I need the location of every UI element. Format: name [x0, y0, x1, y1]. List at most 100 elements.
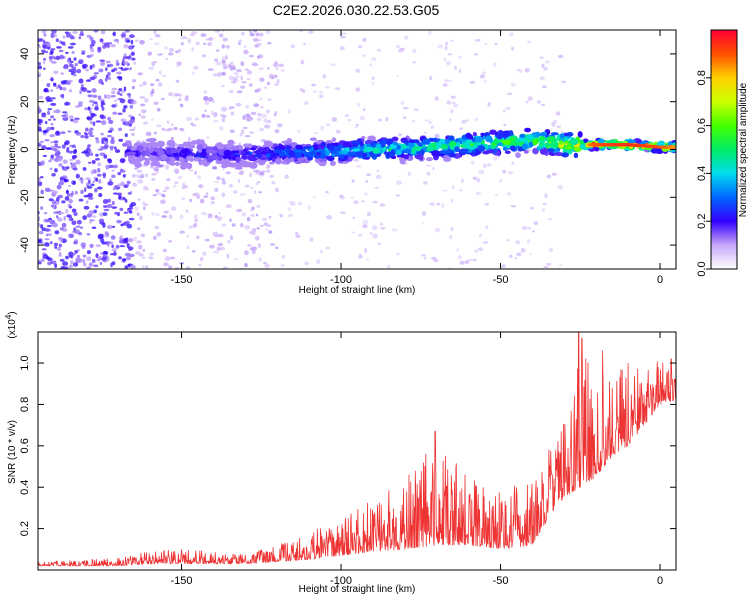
ridge-blob: [573, 152, 579, 159]
noise-blob: [218, 211, 222, 215]
noise-blob: [168, 52, 174, 56]
ridge-blob: [509, 137, 516, 142]
noise-blob: [252, 169, 257, 173]
noise-blob: [51, 173, 56, 177]
noise-blob: [258, 257, 262, 262]
noise-blob: [238, 41, 241, 46]
noise-blob: [56, 145, 62, 149]
noise-blob: [268, 215, 272, 219]
noise-blob: [148, 256, 154, 260]
noise-blob: [173, 181, 179, 184]
noise-blob: [65, 255, 69, 260]
noise-blob: [320, 249, 323, 254]
noise-blob: [257, 112, 262, 117]
noise-blob: [457, 254, 462, 260]
ridge-blob: [540, 132, 546, 137]
colorbar-tick-label: 0.2: [696, 214, 708, 229]
noise-blob: [240, 61, 245, 67]
noise-blob: [99, 261, 103, 265]
noise-blob: [339, 194, 344, 198]
noise-blob: [247, 198, 253, 204]
noise-blob: [85, 182, 90, 186]
noise-blob: [256, 204, 261, 209]
noise-blob: [216, 246, 221, 252]
noise-blob: [38, 261, 42, 265]
noise-blob: [177, 48, 182, 53]
noise-blob: [253, 190, 257, 194]
noise-blob: [421, 254, 426, 257]
noise-blob: [142, 248, 146, 253]
noise-blob: [380, 222, 384, 226]
noise-blob: [93, 30, 99, 33]
noise-blob: [482, 241, 488, 244]
noise-blob: [194, 117, 200, 121]
ridge-blob: [313, 155, 321, 159]
x-tick-label: -100: [330, 274, 352, 286]
noise-blob: [470, 160, 475, 165]
noise-blob: [239, 222, 244, 228]
noise-blob: [273, 74, 278, 79]
noise-blob: [483, 79, 487, 84]
noise-blob: [92, 94, 98, 98]
noise-blob: [73, 211, 78, 217]
noise-blob: [111, 206, 118, 209]
noise-blob: [450, 95, 456, 99]
y-tick-label: 40: [19, 48, 31, 60]
noise-blob: [74, 249, 78, 254]
ridge-blob: [393, 141, 398, 146]
noise-blob: [179, 127, 184, 131]
noise-blob: [260, 106, 264, 109]
noise-blob: [276, 78, 280, 84]
noise-blob: [94, 106, 99, 111]
noise-blob: [297, 129, 301, 133]
colorbar: 0.0 0.2 0.4 0.6 0.8 Normalized spectral ampl…: [696, 29, 749, 277]
noise-blob: [263, 118, 268, 123]
noise-blob: [128, 114, 133, 118]
noise-blob: [113, 164, 118, 169]
noise-blob: [155, 78, 160, 82]
noise-blob: [53, 211, 58, 214]
noise-blob: [52, 190, 58, 195]
noise-blob: [214, 58, 219, 62]
noise-blob: [38, 183, 41, 187]
ridge-blob: [253, 154, 262, 158]
noise-blob: [134, 167, 139, 170]
noise-blob: [205, 192, 209, 196]
noise-blob: [213, 113, 218, 118]
noise-blob: [128, 217, 135, 221]
noise-blob: [302, 90, 306, 94]
noise-blob: [525, 100, 529, 104]
noise-blob: [225, 204, 232, 209]
noise-blob: [258, 191, 262, 194]
noise-blob: [95, 120, 102, 123]
noise-blob: [425, 163, 432, 167]
noise-blob: [119, 244, 125, 248]
noise-blob: [546, 174, 552, 179]
noise-blob: [161, 127, 165, 131]
noise-blob: [63, 178, 69, 183]
noise-blob: [61, 144, 66, 149]
noise-blob: [74, 117, 80, 121]
noise-blob: [103, 205, 108, 208]
noise-blob: [189, 33, 195, 36]
noise-blob: [326, 214, 332, 220]
noise-blob: [125, 220, 130, 225]
noise-blob: [187, 38, 192, 44]
noise-blob: [175, 170, 180, 175]
noise-blob: [107, 116, 112, 121]
noise-blob: [225, 55, 228, 60]
noise-blob: [123, 86, 127, 92]
noise-blob: [137, 72, 143, 76]
noise-blob: [103, 208, 110, 212]
noise-blob: [49, 158, 55, 161]
noise-blob: [445, 41, 448, 46]
ridge-blob: [170, 142, 175, 148]
noise-blob: [132, 79, 137, 83]
noise-blob: [143, 97, 149, 103]
noise-blob: [106, 242, 110, 248]
x-tick-label: -100: [330, 575, 352, 587]
noise-blob: [487, 101, 491, 107]
noise-blob: [100, 61, 106, 67]
noise-blob: [60, 41, 66, 45]
noise-blob: [222, 266, 228, 269]
